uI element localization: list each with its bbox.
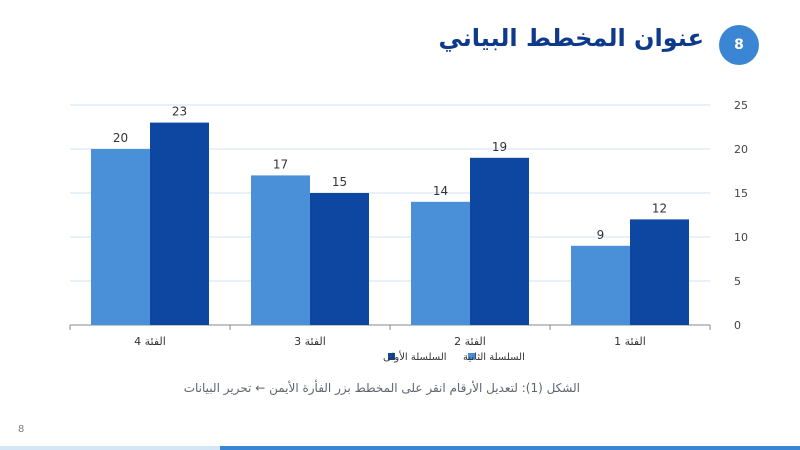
y-tick-label: 0 [734, 319, 741, 332]
legend-swatch [468, 353, 475, 360]
chart-title: عنوان المخطط البياني [438, 24, 705, 52]
bar-series-2 [571, 245, 630, 325]
y-tick-label: 20 [734, 143, 748, 156]
bar-series-2 [411, 201, 470, 325]
footer-page-number: 8 [18, 424, 25, 435]
data-label: 23 [172, 105, 187, 119]
bar-series-1 [150, 122, 209, 325]
x-tick-label: الفئة 2 [454, 335, 486, 348]
data-label: 14 [433, 184, 448, 198]
slide-number-badge: 8 [719, 25, 759, 65]
legend-label: السلسلة الأولى [383, 350, 447, 363]
y-tick-label: 15 [734, 187, 748, 200]
legend-label: السلسلة الثانية [463, 352, 525, 363]
y-tick-label: 25 [734, 99, 748, 112]
y-tick-label: 10 [734, 231, 748, 244]
data-label: 19 [492, 140, 507, 154]
figure-caption: الشكل (1): لتعديل الأرقام انقر على المخط… [183, 381, 580, 395]
bar-series-2 [251, 175, 310, 325]
legend-swatch [388, 353, 395, 360]
data-label: 15 [332, 175, 347, 189]
bar-series-1 [470, 157, 529, 325]
footer-accent-dark [220, 446, 800, 450]
bar-series-1 [310, 193, 369, 325]
y-tick-label: 5 [734, 275, 741, 288]
data-label: 12 [652, 201, 667, 215]
footer-accent-light [0, 446, 220, 450]
bar-series-2 [91, 149, 150, 325]
data-label: 9 [597, 228, 605, 242]
x-tick-label: الفئة 3 [294, 335, 326, 348]
x-tick-label: الفئة 1 [614, 335, 646, 348]
data-label: 17 [273, 157, 288, 171]
bar-series-1 [630, 219, 689, 325]
data-label: 20 [113, 131, 128, 145]
x-tick-label: الفئة 4 [134, 335, 166, 348]
